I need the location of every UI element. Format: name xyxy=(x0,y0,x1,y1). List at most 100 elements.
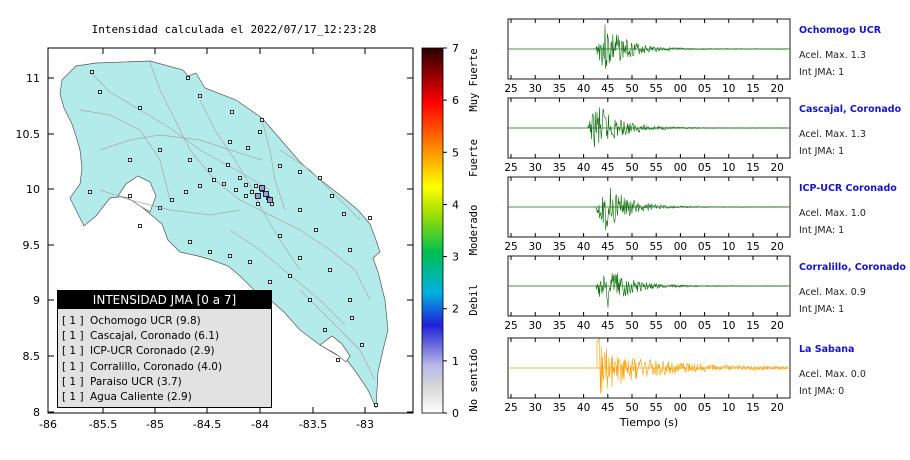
station-marker xyxy=(128,158,132,162)
legend-item-label: Cascajal, Coronado (6.1) xyxy=(90,330,220,343)
station-name: ICP-UCR Coronado xyxy=(799,183,897,194)
time-tick-label: 00 xyxy=(674,320,687,332)
time-tick-label: 15 xyxy=(746,83,759,95)
station-marker xyxy=(278,234,282,238)
seismogram-waveform xyxy=(587,107,788,148)
station-name: La Sabana xyxy=(799,344,855,355)
station-marker xyxy=(222,182,226,186)
station-marker xyxy=(244,194,248,198)
intensity-colorbar xyxy=(421,47,444,414)
station-accel: Acel. Max. 1.0 xyxy=(799,208,866,219)
time-tick-label: 45 xyxy=(601,402,614,414)
time-tick-label: 10 xyxy=(722,83,735,95)
time-tick-label: 55 xyxy=(650,320,663,332)
map-ticks: -86 -85.5 -85 -84.5 -84 -83.5 -83 11 10.5 10 9.5 9 8… xyxy=(16,48,413,431)
time-tick-label: 25 xyxy=(504,83,517,95)
province-lines xyxy=(79,61,376,381)
seismogram-panel: 25 30 35 40 45 50 55 00 05 10 15 20 xyxy=(504,337,791,414)
colorbar-label: Moderado xyxy=(468,205,480,256)
station-marker xyxy=(278,164,282,168)
station-marker xyxy=(336,358,340,362)
station-jma: Int JMA: 1 xyxy=(799,225,845,236)
station-accel: Acel. Max. 1.3 xyxy=(799,129,866,140)
station-marker xyxy=(328,268,332,272)
time-tick-label: 05 xyxy=(698,241,711,253)
time-tick-label: 05 xyxy=(698,83,711,95)
colorbar-label: No sentido xyxy=(468,348,480,411)
station-marker xyxy=(368,216,372,220)
time-tick-label: 55 xyxy=(650,402,663,414)
station-marker xyxy=(270,202,274,206)
time-tick-label: 00 xyxy=(674,402,687,414)
station-marker xyxy=(228,254,232,258)
time-tick-label: 30 xyxy=(529,320,542,332)
station-marker xyxy=(88,190,92,194)
station-marker xyxy=(138,106,142,110)
station-marker xyxy=(348,298,352,302)
time-tick-label: 10 xyxy=(722,241,735,253)
time-tick-label: 45 xyxy=(601,83,614,95)
station-accel: Acel. Max. 0.9 xyxy=(799,287,866,298)
station-marker xyxy=(170,198,174,202)
station-marker xyxy=(268,280,272,284)
time-tick-label: 25 xyxy=(504,320,517,332)
time-tick-label: 45 xyxy=(601,320,614,332)
time-tick-label: 00 xyxy=(674,162,687,174)
colorbar-tick-label: 1 xyxy=(452,355,459,368)
station-marker xyxy=(298,208,302,212)
colorbar-label: Muy Fuerte xyxy=(468,48,480,111)
station-marker xyxy=(128,194,132,198)
station-marker xyxy=(254,184,258,188)
station-marker xyxy=(318,176,322,180)
time-tick-label: 20 xyxy=(771,320,784,332)
felt-station-marker xyxy=(267,197,273,203)
station-marker xyxy=(246,146,250,150)
station-marker xyxy=(308,298,312,302)
legend-item-label: Corralillo, Coronado (4.0) xyxy=(90,360,223,373)
lon-tick-label: -85 xyxy=(146,418,164,431)
legend-item-label: Agua Caliente (2.9) xyxy=(90,391,192,404)
lon-tick-label: -86 xyxy=(39,418,57,431)
station-jma: Int JMA: 1 xyxy=(799,67,845,78)
legend-items: [ 1 ] Ochomogo UCR (9.8) [ 1 ] Cascajal, Co… xyxy=(58,309,271,405)
station-marker xyxy=(198,94,202,98)
colorbar-tick-label: 4 xyxy=(452,198,459,211)
legend-title: INTENSIDAD JMA [0 a 7] xyxy=(58,291,271,309)
time-tick-label: 55 xyxy=(650,162,663,174)
time-tick-label: 20 xyxy=(771,241,784,253)
station-marker xyxy=(360,343,364,347)
time-tick-label: 40 xyxy=(577,241,590,253)
station-marker xyxy=(198,184,202,188)
time-tick-label: 20 xyxy=(771,162,784,174)
seismogram-waveform xyxy=(595,187,788,231)
lon-tick-label: -84 xyxy=(251,418,269,431)
time-tick-label: 35 xyxy=(553,162,566,174)
felt-station-marker xyxy=(259,185,265,191)
lat-tick-label: 8 xyxy=(33,406,40,419)
time-tick-label: 50 xyxy=(625,83,638,95)
seismogram-panel: 25 30 35 40 45 50 55 00 05 10 15 20 xyxy=(504,176,791,253)
time-tick-label: 35 xyxy=(553,83,566,95)
time-tick-label: 40 xyxy=(577,83,590,95)
lon-tick-label: -84.5 xyxy=(193,418,221,431)
time-tick-label: 20 xyxy=(771,83,784,95)
time-tick-label: 05 xyxy=(698,162,711,174)
colorbar-tick-label: 7 xyxy=(452,42,459,55)
costa-rica-land xyxy=(59,60,389,409)
lat-tick-label: 11 xyxy=(26,72,40,85)
time-tick-label: 30 xyxy=(529,83,542,95)
station-marker xyxy=(208,168,212,172)
lon-tick-label: -83.5 xyxy=(299,418,327,431)
time-axis-label: Tiempo (s) xyxy=(619,416,679,429)
station-name: Corralillo, Coronado xyxy=(799,262,906,273)
station-marker xyxy=(248,260,252,264)
time-tick-label: 25 xyxy=(504,241,517,253)
station-marker xyxy=(256,202,260,206)
seismogram-waveform xyxy=(596,338,788,394)
station-marker xyxy=(234,188,238,192)
station-name: Cascajal, Coronado xyxy=(799,104,902,115)
station-marker xyxy=(350,316,354,320)
station-marker xyxy=(188,240,192,244)
time-tick-label: 30 xyxy=(529,162,542,174)
